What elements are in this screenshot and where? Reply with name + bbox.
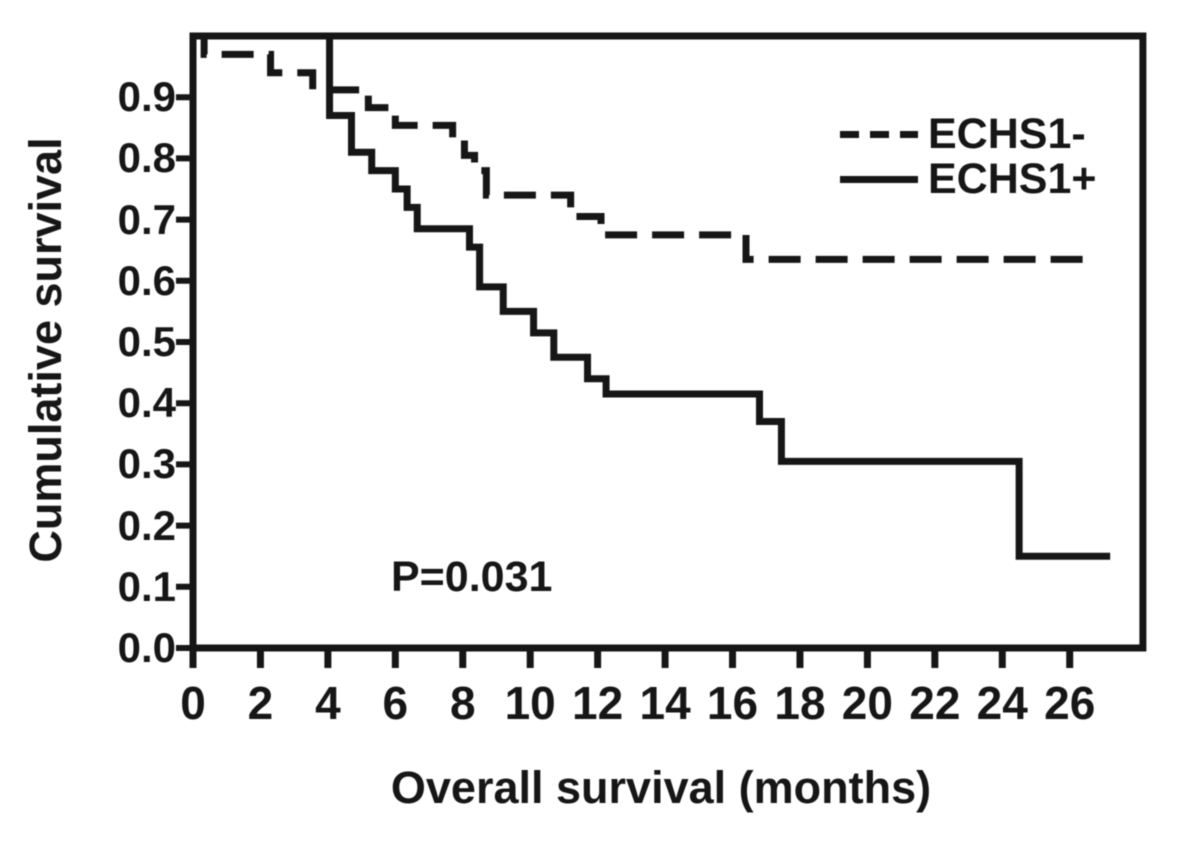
x-tick-label: 0 xyxy=(180,677,206,729)
y-axis-title: Cumulative survival xyxy=(20,137,71,563)
p-value-annotation: P=0.031 xyxy=(391,553,553,601)
legend-label-echs1-negative: ECHS1- xyxy=(928,110,1086,158)
y-tick-label: 0.0 xyxy=(117,624,176,671)
x-axis-title: Overall survival (months) xyxy=(390,762,932,813)
x-tick-label: 8 xyxy=(449,677,476,729)
y-tick-label: 0.5 xyxy=(117,318,176,365)
y-tick-label: 0.8 xyxy=(117,134,176,182)
x-tick-label: 22 xyxy=(909,677,961,729)
x-tick-label: 24 xyxy=(976,677,1028,729)
y-tick-label: 0.1 xyxy=(117,562,176,610)
y-tick-label: 0.4 xyxy=(117,379,176,427)
x-tick-label: 6 xyxy=(382,677,409,729)
legend-label-echs1-positive: ECHS1+ xyxy=(928,155,1097,203)
x-tick-label: 26 xyxy=(1044,677,1096,729)
x-tick-label: 16 xyxy=(706,677,759,729)
x-tick-label: 20 xyxy=(841,677,893,729)
y-tick-label: 0.7 xyxy=(117,195,176,243)
echs1-negative-curve xyxy=(193,32,1097,263)
x-tick-label: 10 xyxy=(504,677,556,729)
x-tick-label: 12 xyxy=(572,677,624,729)
x-tick-label: 14 xyxy=(639,677,691,729)
x-tick-label: 2 xyxy=(247,677,274,729)
legend-item-echs1-positive: ECHS1+ xyxy=(840,157,1097,202)
solid-line-sample-icon xyxy=(840,176,918,183)
x-tick-label: 18 xyxy=(774,677,826,729)
y-tick-label: 0.9 xyxy=(117,73,176,121)
legend: ECHS1- ECHS1+ xyxy=(840,112,1097,202)
legend-item-echs1-negative: ECHS1- xyxy=(840,112,1097,157)
y-tick-label: 0.6 xyxy=(117,256,176,304)
y-tick-label: 0.3 xyxy=(117,440,176,488)
x-tick-label: 4 xyxy=(315,677,341,729)
echs1-positive-curve xyxy=(193,32,1111,560)
dashed-line-sample-icon xyxy=(840,131,918,138)
y-tick-label: 0.2 xyxy=(117,501,176,549)
